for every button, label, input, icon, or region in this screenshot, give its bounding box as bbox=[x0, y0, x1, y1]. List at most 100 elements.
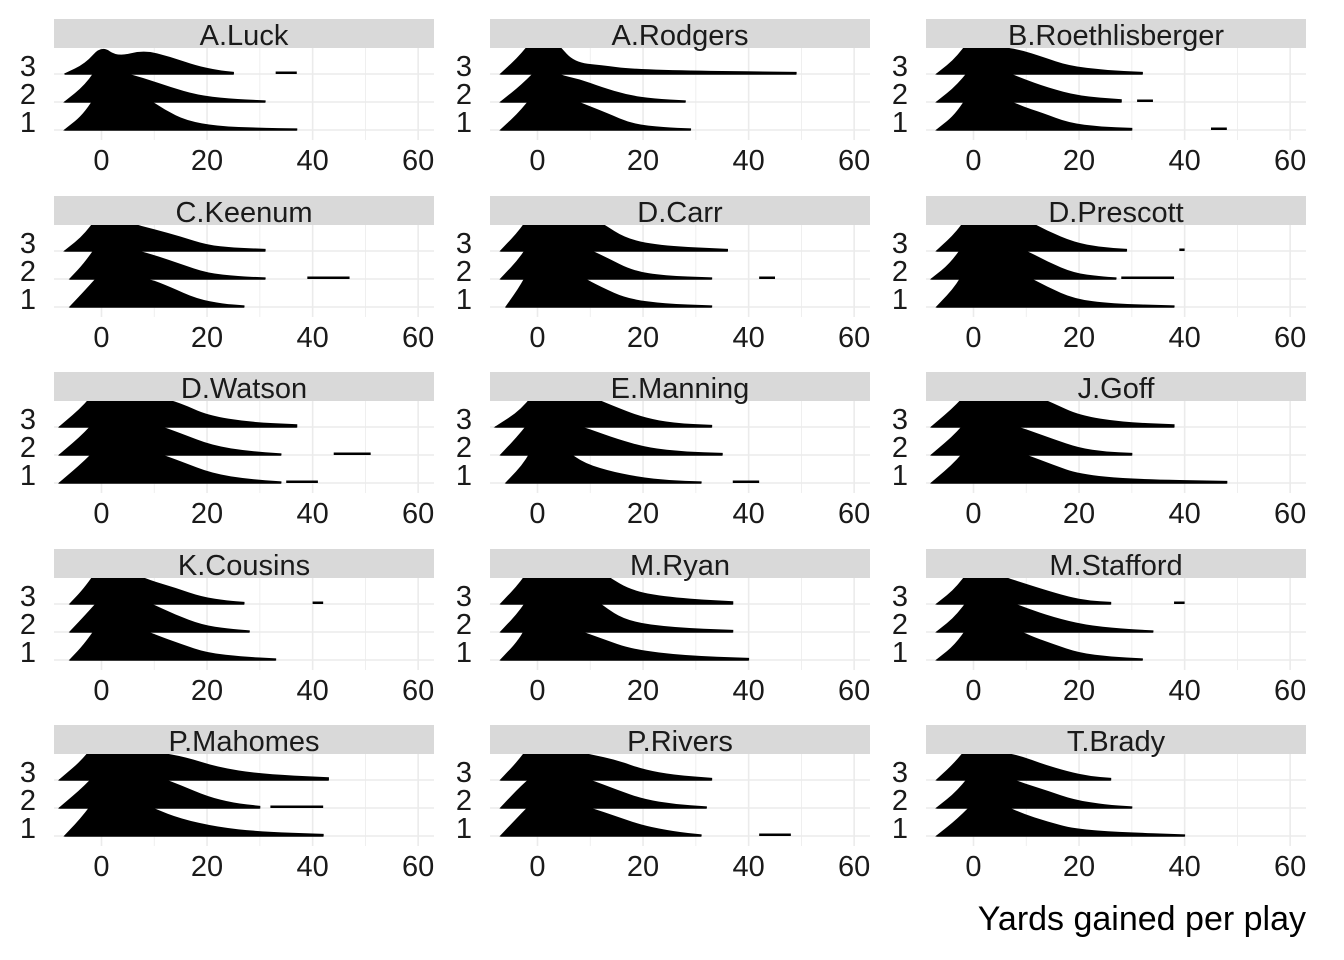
ridge-level-2 bbox=[935, 767, 1133, 809]
x-tick-label: 60 bbox=[1274, 498, 1306, 530]
ridge-level-1 bbox=[63, 787, 324, 837]
ridge-level-1 bbox=[499, 609, 750, 661]
x-tick-label: 0 bbox=[529, 851, 545, 883]
x-tick-label: 0 bbox=[965, 145, 981, 177]
y-tick-label: 3 bbox=[456, 51, 472, 83]
y-tick-label: 1 bbox=[892, 813, 908, 845]
x-tick-label: 40 bbox=[1168, 675, 1200, 707]
y-tick-label: 1 bbox=[892, 107, 908, 139]
x-tick-label: 20 bbox=[191, 851, 223, 883]
y-tick-label: 3 bbox=[456, 581, 472, 613]
ridge-outlier-segment bbox=[286, 480, 318, 483]
x-tick-label: 60 bbox=[1274, 675, 1306, 707]
facet-panel: P.Mahomes 321 0 20 40 60 bbox=[20, 725, 434, 883]
y-tick-label: 3 bbox=[456, 404, 472, 436]
y-tick-label: 1 bbox=[456, 284, 472, 316]
facet-panel: B.Roethlisberger 321 0 20 40 60 bbox=[892, 19, 1306, 177]
facet-strip bbox=[54, 19, 434, 48]
ridge-outlier-segment bbox=[1174, 601, 1185, 604]
ridge-level-1 bbox=[935, 799, 1186, 837]
facet-strip bbox=[490, 19, 870, 48]
y-tick-label: 1 bbox=[20, 813, 36, 845]
facet-title: D.Carr bbox=[637, 197, 723, 229]
x-tick-label: 20 bbox=[627, 498, 659, 530]
x-tick-label: 40 bbox=[296, 675, 328, 707]
ridge-outlier-segment bbox=[307, 276, 350, 279]
y-tick-label: 1 bbox=[456, 813, 472, 845]
ridge-outlier-segment bbox=[1137, 99, 1153, 102]
facet-strip bbox=[926, 549, 1306, 578]
ridge-outlier-segment bbox=[333, 452, 371, 455]
y-tick-label: 3 bbox=[456, 757, 472, 789]
y-tick-label: 3 bbox=[20, 51, 36, 83]
x-tick-label: 20 bbox=[191, 145, 223, 177]
x-tick-label: 60 bbox=[402, 322, 434, 354]
facet-strip bbox=[490, 196, 870, 225]
facet-strip bbox=[54, 196, 434, 225]
ridge-outlier-segment bbox=[1179, 248, 1185, 251]
ridge-level-3 bbox=[499, 31, 797, 75]
y-tick-label: 2 bbox=[20, 785, 36, 817]
facet-strip bbox=[926, 196, 1306, 225]
ridge-level-1 bbox=[929, 436, 1228, 484]
facet-title: J.Goff bbox=[1078, 373, 1156, 405]
y-tick-label: 3 bbox=[20, 404, 36, 436]
y-tick-label: 2 bbox=[456, 432, 472, 464]
y-tick-label: 3 bbox=[20, 757, 36, 789]
x-tick-label: 40 bbox=[1168, 498, 1200, 530]
ridge-level-1 bbox=[57, 441, 282, 484]
y-tick-label: 1 bbox=[892, 637, 908, 669]
y-tick-label: 3 bbox=[20, 581, 36, 613]
x-tick-label: 0 bbox=[93, 675, 109, 707]
x-tick-label: 0 bbox=[529, 498, 545, 530]
facet-strip bbox=[490, 372, 870, 401]
x-tick-label: 40 bbox=[1168, 145, 1200, 177]
x-tick-label: 60 bbox=[402, 498, 434, 530]
x-tick-label: 20 bbox=[627, 145, 659, 177]
facet-title: T.Brady bbox=[1067, 726, 1166, 758]
x-tick-label: 40 bbox=[732, 145, 764, 177]
x-tick-label: 20 bbox=[627, 675, 659, 707]
y-tick-label: 3 bbox=[892, 581, 908, 613]
facet-panel: D.Prescott 321 0 20 40 60 bbox=[892, 196, 1306, 354]
facet-strip bbox=[926, 725, 1306, 754]
x-tick-label: 0 bbox=[93, 145, 109, 177]
ridge-level-1 bbox=[499, 795, 702, 837]
x-tick-label: 20 bbox=[191, 675, 223, 707]
x-tick-label: 0 bbox=[529, 145, 545, 177]
x-tick-label: 60 bbox=[838, 145, 870, 177]
x-tick-label: 0 bbox=[965, 675, 981, 707]
x-axis-title: Yards gained per play bbox=[978, 900, 1306, 938]
x-tick-label: 20 bbox=[1063, 851, 1095, 883]
facet-panel: C.Keenum 321 0 20 40 60 bbox=[20, 196, 434, 354]
x-tick-label: 40 bbox=[732, 851, 764, 883]
x-tick-label: 60 bbox=[402, 675, 434, 707]
y-tick-label: 1 bbox=[456, 637, 472, 669]
x-tick-label: 20 bbox=[1063, 498, 1095, 530]
x-tick-label: 40 bbox=[296, 498, 328, 530]
facet-strip bbox=[926, 19, 1306, 48]
y-tick-label: 2 bbox=[892, 79, 908, 111]
ridge-level-1 bbox=[504, 256, 713, 308]
x-tick-label: 0 bbox=[965, 322, 981, 354]
facet-panel: M.Ryan 321 0 20 40 60 bbox=[456, 549, 870, 707]
y-tick-label: 2 bbox=[456, 785, 472, 817]
y-tick-label: 3 bbox=[456, 228, 472, 260]
x-tick-label: 60 bbox=[402, 851, 434, 883]
ridge-level-1 bbox=[935, 82, 1133, 131]
x-tick-label: 40 bbox=[732, 498, 764, 530]
x-tick-label: 40 bbox=[296, 851, 328, 883]
ridge-level-1 bbox=[935, 257, 1175, 308]
ridge-outlier-segment bbox=[759, 276, 775, 279]
facet-panel: P.Rivers 321 0 20 40 60 bbox=[456, 725, 870, 883]
y-tick-label: 2 bbox=[456, 256, 472, 288]
x-tick-label: 60 bbox=[402, 145, 434, 177]
x-tick-label: 0 bbox=[529, 322, 545, 354]
facet-strip bbox=[54, 372, 434, 401]
facet-title: A.Luck bbox=[200, 20, 289, 52]
y-tick-label: 3 bbox=[892, 228, 908, 260]
facet-panel: A.Luck 321 0 20 40 60 bbox=[20, 19, 434, 177]
x-tick-label: 0 bbox=[965, 851, 981, 883]
y-tick-label: 2 bbox=[892, 432, 908, 464]
